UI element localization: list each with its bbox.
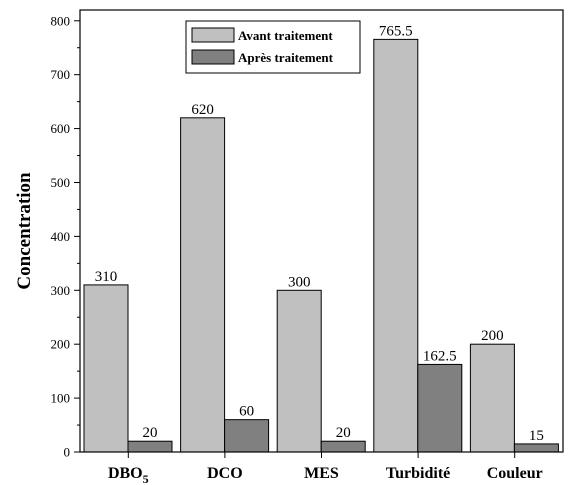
bar-avant [373,38,419,453]
bar-apres [417,363,463,453]
y-tick-label: 700 [51,67,71,82]
bar-avant [469,343,515,453]
y-tick-label: 500 [51,175,71,190]
y-tick-label: 200 [51,337,71,352]
y-tick-label: 800 [51,13,71,28]
data-label: 162.5 [423,348,457,364]
data-label: 20 [143,425,158,441]
bar-apres [224,419,270,453]
bars-layer [83,38,559,453]
y-tick-label: 600 [51,121,71,136]
bar-avant [83,284,129,453]
bar-apres [127,440,173,453]
data-label: 15 [529,428,544,444]
y-axis-title: Concentration [14,172,35,290]
legend-label: Après traitement [238,50,334,65]
bar-apres [320,440,366,453]
y-tick-label: 300 [51,283,71,298]
x-axis: DBO5 DCO MES Turbidité Couleur [108,452,543,485]
x-tick-label: Couleur [487,465,543,482]
bar-avant [276,289,322,453]
y-tick-label: 100 [51,391,71,406]
data-label: 20 [336,425,351,441]
y-tick-label: 0 [64,445,71,460]
x-tick-label: DCO [207,465,243,482]
data-label: 765.5 [379,23,413,39]
x-tick-label: MES [304,465,339,482]
data-labels-layer: 310 20 620 60 300 20 765.5 162.5 200 15 [95,23,544,444]
legend-label: Avant traitement [238,28,333,43]
legend: Avant traitement Après traitement [185,20,361,74]
legend-swatch [191,27,235,43]
y-tick-label: 400 [51,229,71,244]
data-label: 200 [481,328,504,344]
legend-swatch [191,49,235,65]
bar-apres [513,443,559,453]
data-label: 620 [191,102,214,118]
data-label: 310 [95,269,118,285]
x-tick-label: Turbidité [386,465,450,482]
y-axis: 0 100 200 300 400 500 600 700 800 [51,13,80,460]
data-label: 300 [288,274,311,290]
bar-avant [180,117,226,453]
x-tick-label: DBO5 [108,465,149,485]
data-label: 60 [239,404,254,420]
